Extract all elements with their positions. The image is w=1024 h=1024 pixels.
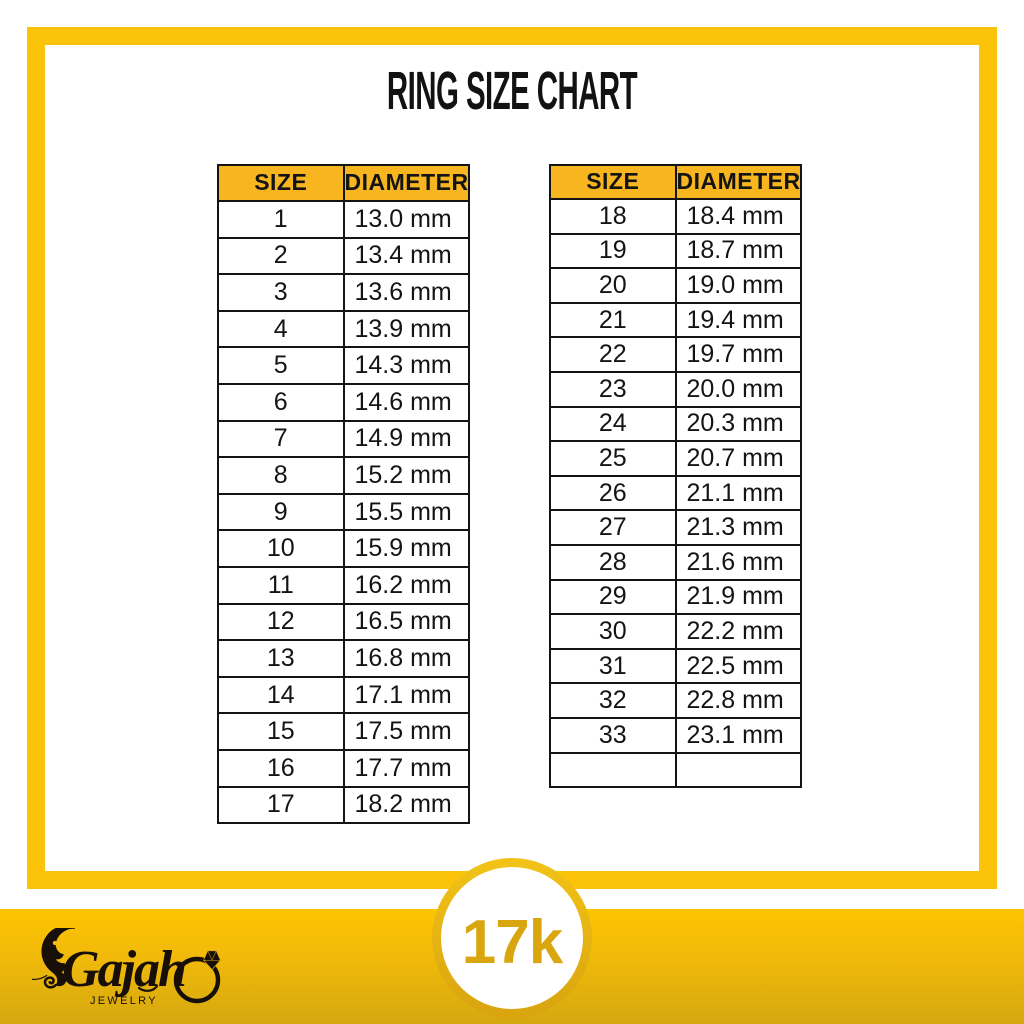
svg-text:Gajah: Gajah [62, 941, 185, 998]
svg-text:JEWELRY: JEWELRY [90, 995, 158, 1007]
